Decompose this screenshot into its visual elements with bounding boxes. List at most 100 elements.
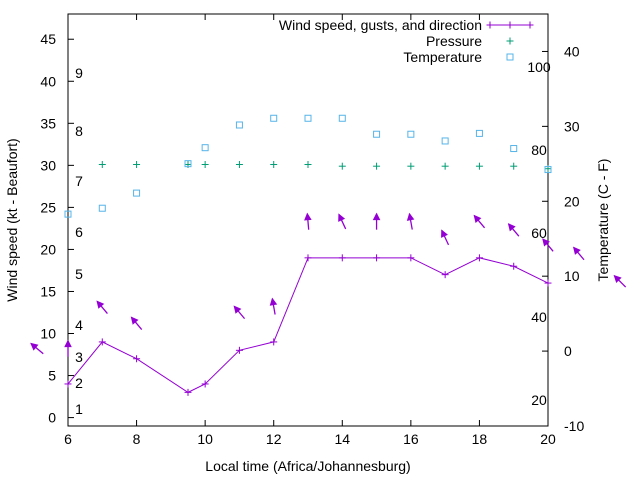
temperature-point [407, 130, 415, 138]
plot-border [67, 13, 549, 427]
pressure-point [475, 162, 483, 170]
x-tick-label: 18 [472, 431, 488, 447]
y-right-tick-label: -10 [564, 418, 584, 434]
pressure-point [201, 161, 209, 169]
arrow-head [441, 229, 448, 238]
pressure-point [98, 161, 106, 169]
y-left-tick-label: 5 [48, 368, 56, 384]
direction-arrow [473, 214, 486, 229]
wind-point [184, 388, 192, 396]
temperature-point [64, 210, 72, 218]
y-right-tick-label: 10 [564, 268, 580, 284]
temperature-point [338, 114, 346, 122]
legend-label: Wind speed, gusts, and direction [279, 17, 482, 33]
pressure-point [441, 162, 449, 170]
x-tick-label: 10 [197, 431, 213, 447]
wind-point [475, 254, 483, 262]
pressure-point [235, 161, 243, 169]
direction-arrow [269, 297, 278, 315]
beaufort-label: 9 [75, 65, 83, 81]
direction-arrow [441, 229, 450, 246]
y-left-tick-label: 45 [40, 31, 56, 47]
beaufort-label: 5 [75, 266, 83, 282]
temperature-point [235, 121, 243, 129]
wind-point [407, 254, 415, 262]
arrow-head [572, 246, 581, 255]
y-left-tick-label: 15 [40, 283, 56, 299]
direction-arrow [406, 212, 415, 230]
x-tick-label: 12 [266, 431, 282, 447]
x-tick-label: 6 [64, 431, 72, 447]
y-left-tick-label: 30 [40, 157, 56, 173]
beaufort-label: 6 [75, 224, 83, 240]
x-tick-label: 16 [403, 431, 419, 447]
wind-series [64, 254, 552, 396]
wind-point [510, 262, 518, 270]
arrow-head [64, 339, 72, 348]
beaufort-label: 7 [75, 173, 83, 189]
wind-point [133, 355, 141, 363]
temperature-series [64, 114, 552, 218]
arrow-head [233, 305, 242, 314]
arrow-head [406, 212, 415, 221]
temperature-point [475, 129, 483, 137]
legend: Wind speed, gusts, and directionPressure… [279, 17, 534, 65]
direction-arrow [338, 213, 347, 230]
pressure-point [338, 162, 346, 170]
pressure-point [510, 162, 518, 170]
pressure-point [133, 161, 141, 169]
wind-point [373, 254, 381, 262]
wind-point [64, 380, 72, 388]
temperature-point [304, 114, 312, 122]
fahrenheit-label: 40 [531, 309, 547, 325]
pressure-point [270, 161, 278, 169]
pressure-point [373, 162, 381, 170]
arrow-head [473, 214, 482, 223]
x-tick-label: 20 [540, 431, 556, 447]
legend-label: Temperature [403, 49, 482, 65]
arrow-head [304, 212, 312, 221]
beaufort-label: 1 [75, 401, 83, 417]
arrow-head [507, 223, 516, 232]
wind-point [338, 254, 346, 262]
wind-line [67, 257, 549, 393]
wind-point [304, 254, 312, 262]
direction-arrow [304, 212, 312, 230]
y-axis-title-left: Wind speed (kt - Beaufort) [4, 138, 20, 301]
y-left-tick-label: 40 [40, 73, 56, 89]
temperature-point [373, 130, 381, 138]
direction-arrow [372, 212, 381, 230]
pressure-point [407, 162, 415, 170]
arrow-head [542, 238, 550, 247]
y-right-tick-label: 20 [564, 193, 580, 209]
direction-arrow [96, 300, 108, 314]
pressure-point [304, 161, 312, 169]
y-left-tick-label: 10 [40, 326, 56, 342]
wind-point [441, 271, 449, 279]
legend-square [506, 53, 514, 61]
y-left-tick-label: 20 [40, 241, 56, 257]
direction-arrow [130, 316, 143, 330]
direction-arrow [233, 305, 246, 320]
grid-and-ticks: 6 8 10 12 14 16 18 20051015202530354045-1001020… [40, 14, 584, 447]
pressure-series [98, 161, 552, 173]
fahrenheit-label: 80 [531, 142, 547, 158]
arrow-head [338, 213, 346, 222]
temperature-point [270, 114, 278, 122]
arrow-head [30, 342, 39, 351]
arrow-head [613, 274, 622, 284]
legend-plus [526, 21, 534, 29]
arrow-head [96, 300, 105, 309]
x-tick-label: 8 [133, 431, 141, 447]
temperature-point [441, 137, 449, 145]
fahrenheit-labels: 20 40 60 80 100 [527, 59, 551, 408]
beaufort-label: 8 [75, 123, 83, 139]
wind-point [270, 338, 278, 346]
direction-arrow [542, 238, 554, 252]
direction-arrow [507, 223, 520, 237]
direction-arrow [613, 274, 627, 288]
legend-plus [506, 37, 514, 45]
beaufort-label: 2 [75, 375, 83, 391]
fahrenheit-label: 20 [531, 392, 547, 408]
wind-point [544, 279, 552, 287]
